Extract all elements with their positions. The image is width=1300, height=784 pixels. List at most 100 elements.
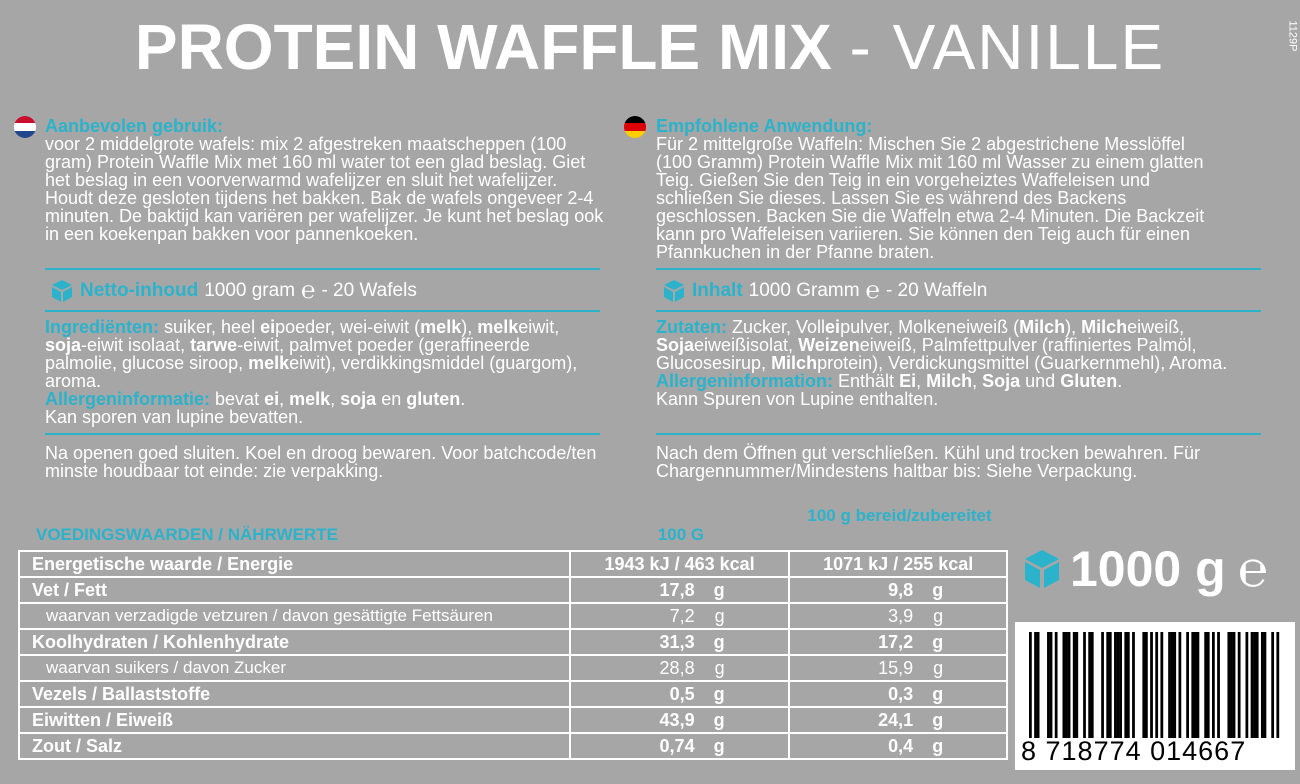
- col-header: 100 g bereid/zubereitet: [807, 506, 992, 525]
- text: ,: [972, 371, 983, 391]
- nutrition-row: Zout / Salz 0,74 g 0,4 g: [18, 732, 1008, 760]
- nutrient: Vet / Fett: [18, 576, 571, 604]
- usage-text: voor 2 middelgrote wafels: mix 2 afgestr…: [45, 134, 604, 244]
- text: pulver, Molkeneiweiß (: [840, 317, 1020, 337]
- net-content: Inhalt 1000 Gramm ℮ - 20 Waffeln: [662, 277, 987, 305]
- bar: [1126, 632, 1130, 738]
- bold-text: Soja: [982, 371, 1021, 391]
- bar: [1065, 632, 1068, 738]
- ingredients-heading: Zutaten:: [656, 317, 727, 337]
- bold-text: ei: [260, 317, 276, 337]
- bar: [1034, 632, 1037, 738]
- nutrient-value: 0,3 g: [788, 680, 1008, 708]
- bar: [1150, 632, 1153, 738]
- bold-text: soja: [45, 335, 82, 355]
- net-label: Netto-inhoud: [80, 280, 199, 301]
- bar: [1230, 632, 1233, 738]
- bar: [1193, 632, 1197, 738]
- bar: [1083, 632, 1086, 738]
- bar: [1263, 632, 1267, 738]
- nutrient-value: 31,3 g: [568, 628, 791, 656]
- rule: [656, 268, 1261, 270]
- bold-text: ei: [825, 317, 841, 337]
- text: eiweiß, Palmfettpulver (raffiniertes Pal…: [656, 335, 1197, 373]
- bold-text: Soja: [656, 335, 695, 355]
- nutrient: Energetische waarde / Energie: [18, 550, 571, 578]
- usage: Empfohlene Anwendung: Für 2 mittelgroße W…: [656, 117, 1216, 261]
- unit: g: [713, 579, 725, 600]
- nutrient-value: 0,5 g: [568, 680, 791, 708]
- amount: 17,8: [659, 579, 695, 600]
- bold-text: gluten: [406, 389, 461, 409]
- amount: 1943 kJ / 463 kcal: [604, 553, 755, 574]
- net-content: Netto-inhoud 1000 gram ℮ - 20 Wafels: [50, 277, 417, 305]
- nutrition-row: Eiwitten / Eiweiß 43,9 g 24,1 g: [18, 706, 1008, 734]
- amount: 3,9: [888, 605, 914, 626]
- nutrient: waarvan verzadigde vetzuren / davon gesä…: [18, 602, 571, 630]
- traces: Kan sporen van lupine bevatten.: [45, 407, 304, 427]
- cube-icon: [664, 280, 684, 302]
- bar: [1237, 632, 1241, 738]
- allergen-text: Allergeninformation: Enthält Ei, Milch, …: [656, 372, 1268, 390]
- bar: [1054, 632, 1058, 738]
- side-code: 1129P: [1286, 20, 1299, 52]
- bar: [1178, 632, 1182, 738]
- bar: [1204, 632, 1208, 738]
- nutrient-value: 7,2 g: [568, 602, 791, 630]
- net-suffix: - 20 Waffeln: [885, 280, 988, 301]
- net-mark: ℮: [301, 277, 316, 304]
- nutrition-row: Koolhydraten / Kohlenhydrate 31,3 g 17,2 g: [18, 628, 1008, 656]
- text: eiwit), verdikkingsmiddel (guargom), aro…: [45, 353, 578, 391]
- amount: 1071 kJ / 255 kcal: [823, 553, 974, 574]
- ingredients-text: Ingrediënten: suiker, heel eipoeder, wei…: [45, 318, 605, 390]
- allergen-heading: Allergeninformatie:: [45, 389, 211, 409]
- usage-text: Für 2 mittelgroße Waffeln: Mischen Sie 2…: [656, 134, 1205, 262]
- amount: 0,74: [659, 735, 695, 756]
- bold-text: melk: [248, 353, 290, 373]
- text: .: [1117, 371, 1123, 391]
- flag-nl: [14, 116, 36, 138]
- text: -eiwit isolaat,: [81, 335, 191, 355]
- bold-text: Milch: [1081, 317, 1128, 337]
- bar: [1124, 632, 1128, 738]
- bar: [1271, 632, 1275, 738]
- text: eiweiß,: [1127, 317, 1185, 337]
- nutrient-value: 0,4 g: [788, 732, 1008, 760]
- amount: 31,3: [659, 631, 695, 652]
- nutrition-table: Energetische waarde / Energie 1943 kJ / 4…: [18, 550, 1008, 760]
- bar: [1072, 632, 1076, 738]
- bar: [1191, 632, 1195, 738]
- rule: [656, 433, 1261, 435]
- amount: 0,4: [888, 735, 914, 756]
- text: ),: [461, 317, 478, 337]
- bold-text: Milch: [771, 353, 818, 373]
- bar: [1276, 632, 1280, 738]
- amount: 17,2: [878, 631, 914, 652]
- nutrient-value: 1071 kJ / 255 kcal: [788, 550, 1008, 578]
- bar: [1101, 632, 1104, 738]
- bold-text: tarwe: [190, 335, 238, 355]
- text: ,: [279, 389, 290, 409]
- text: -eiwit, palmvet poeder (geraffineerde pa…: [45, 335, 530, 373]
- amount: 43,9: [659, 709, 695, 730]
- bar: [1090, 632, 1094, 738]
- weight: 1000 g: [1070, 541, 1226, 597]
- nutrient: Koolhydraten / Kohlenhydrate: [18, 628, 571, 656]
- rule: [45, 433, 600, 435]
- nutrient-value: 1943 kJ / 463 kcal: [568, 550, 791, 578]
- bold-text: Weizen: [798, 335, 860, 355]
- flag-de: [624, 116, 646, 138]
- bar: [1088, 632, 1092, 738]
- storage: Na openen goed sluiten. Koel en droog be…: [45, 443, 597, 481]
- amount: 0,5: [669, 683, 695, 704]
- nutrition-row: waarvan verzadigde vetzuren / davon gesä…: [18, 602, 1008, 630]
- nutrition-row: Vezels / Ballaststoffe 0,5 g 0,3 g: [18, 680, 1008, 708]
- traces: Kann Spuren von Lupine enthalten.: [656, 389, 939, 409]
- amount: 9,8: [888, 579, 914, 600]
- nutrient-value: 43,9 g: [568, 706, 791, 734]
- bar: [1250, 632, 1254, 738]
- amount: 24,1: [878, 709, 914, 730]
- amount: 15,9: [878, 657, 914, 678]
- bar: [1142, 632, 1146, 738]
